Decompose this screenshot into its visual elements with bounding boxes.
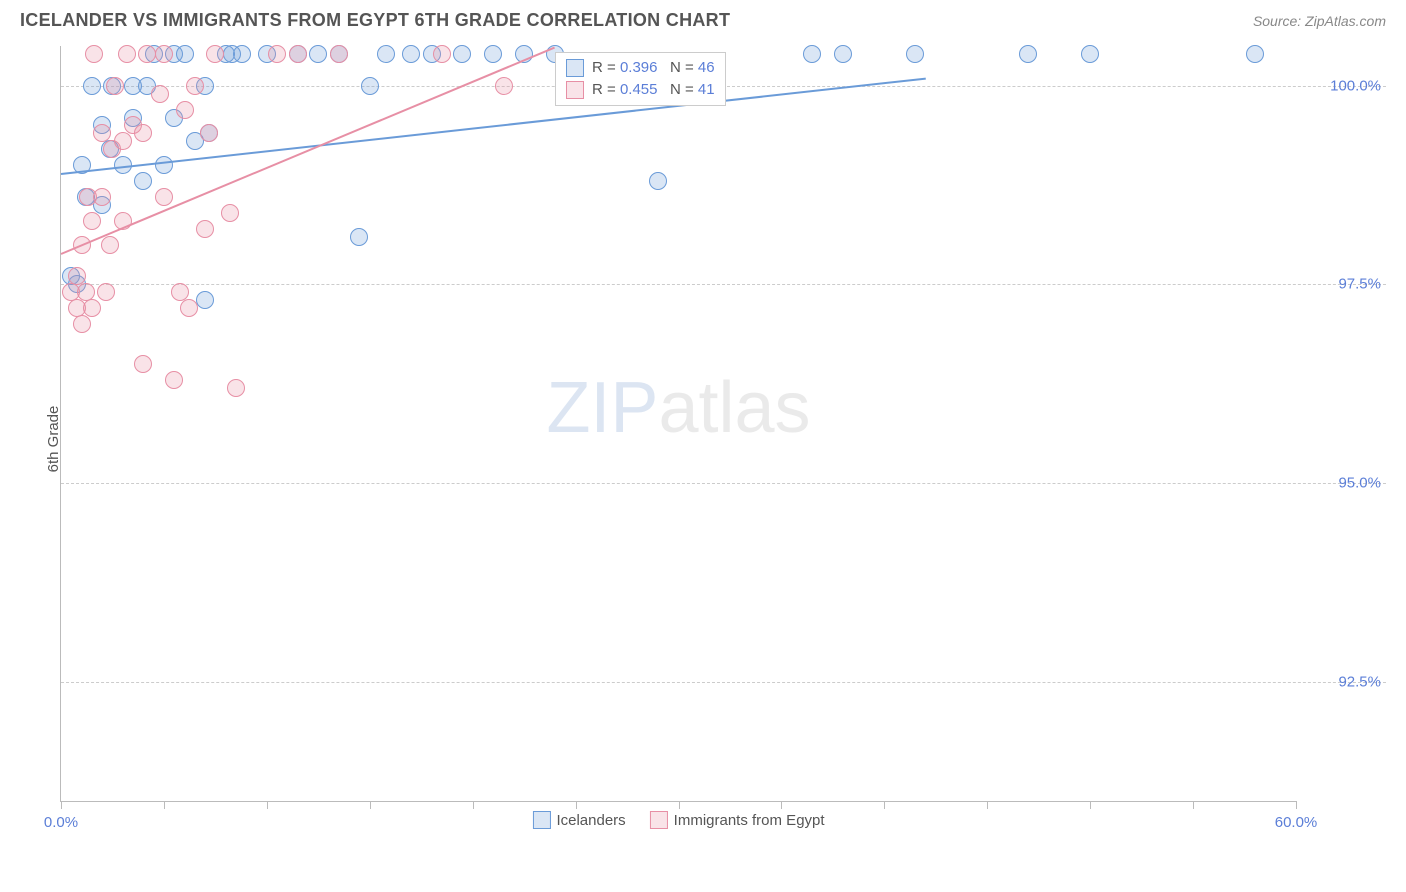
scatter-point <box>155 188 173 206</box>
y-tick-label: 97.5% <box>1338 276 1381 293</box>
scatter-point <box>377 45 395 63</box>
scatter-point <box>83 212 101 230</box>
legend-row: R = 0.455 N = 41 <box>566 79 715 101</box>
x-tick <box>576 801 577 809</box>
scatter-point <box>1081 45 1099 63</box>
legend-stats: R = 0.396 N = 46 <box>592 59 715 76</box>
x-tick <box>1193 801 1194 809</box>
plot-area: ZIPatlas 92.5%95.0%97.5%100.0%0.0%60.0%R… <box>60 46 1296 802</box>
y-gridline <box>61 284 1386 285</box>
scatter-point <box>227 379 245 397</box>
x-tick <box>987 801 988 809</box>
scatter-point <box>433 45 451 63</box>
watermark: ZIPatlas <box>546 367 810 449</box>
scatter-point <box>196 220 214 238</box>
series-legend: Icelanders Immigrants from Egypt <box>532 811 824 829</box>
chart-title: ICELANDER VS IMMIGRANTS FROM EGYPT 6TH G… <box>20 10 730 31</box>
x-tick <box>473 801 474 809</box>
correlation-legend: R = 0.396 N = 46 R = 0.455 N = 41 <box>555 52 726 106</box>
x-tick <box>370 801 371 809</box>
scatter-point <box>155 156 173 174</box>
scatter-point <box>495 77 513 95</box>
x-tick <box>781 801 782 809</box>
scatter-point <box>85 45 103 63</box>
x-tick-label: 60.0% <box>1275 814 1318 831</box>
scatter-point <box>114 132 132 150</box>
scatter-point <box>176 101 194 119</box>
legend-swatch <box>566 59 584 77</box>
scatter-point <box>134 355 152 373</box>
legend-item: Immigrants from Egypt <box>650 811 825 829</box>
legend-series-name: Immigrants from Egypt <box>674 812 825 829</box>
legend-swatch <box>650 811 668 829</box>
scatter-point <box>330 45 348 63</box>
scatter-point <box>93 124 111 142</box>
scatter-point <box>101 236 119 254</box>
y-gridline <box>61 483 1386 484</box>
x-tick <box>1090 801 1091 809</box>
scatter-point <box>176 45 194 63</box>
legend-swatch <box>566 81 584 99</box>
watermark-rest: atlas <box>658 368 810 448</box>
scatter-point <box>233 45 251 63</box>
scatter-point <box>118 45 136 63</box>
scatter-point <box>180 299 198 317</box>
x-tick <box>267 801 268 809</box>
scatter-point <box>138 45 156 63</box>
x-tick <box>1296 801 1297 809</box>
x-tick <box>679 801 680 809</box>
scatter-point <box>402 45 420 63</box>
watermark-bold: ZIP <box>546 368 658 448</box>
scatter-point <box>289 45 307 63</box>
scatter-point <box>93 188 111 206</box>
x-tick <box>61 801 62 809</box>
scatter-point <box>151 85 169 103</box>
scatter-point <box>453 45 471 63</box>
legend-series-name: Icelanders <box>556 812 625 829</box>
scatter-point <box>484 45 502 63</box>
scatter-point <box>196 291 214 309</box>
scatter-point <box>649 172 667 190</box>
scatter-point <box>73 315 91 333</box>
scatter-point <box>106 77 124 95</box>
x-tick <box>164 801 165 809</box>
scatter-point <box>350 228 368 246</box>
scatter-point <box>1246 45 1264 63</box>
y-tick-label: 95.0% <box>1338 475 1381 492</box>
legend-row: R = 0.396 N = 46 <box>566 57 715 79</box>
x-tick <box>884 801 885 809</box>
legend-item: Icelanders <box>532 811 625 829</box>
source-attribution: Source: ZipAtlas.com <box>1253 13 1386 29</box>
y-tick-label: 92.5% <box>1338 673 1381 690</box>
scatter-point <box>206 45 224 63</box>
scatter-point <box>309 45 327 63</box>
scatter-point <box>906 45 924 63</box>
scatter-point <box>834 45 852 63</box>
scatter-point <box>155 45 173 63</box>
scatter-point <box>200 124 218 142</box>
legend-swatch <box>532 811 550 829</box>
y-gridline <box>61 682 1386 683</box>
x-tick-label: 0.0% <box>44 814 78 831</box>
scatter-point <box>361 77 379 95</box>
scatter-point <box>134 172 152 190</box>
legend-stats: R = 0.455 N = 41 <box>592 81 715 98</box>
scatter-point <box>83 77 101 95</box>
scatter-point <box>83 299 101 317</box>
scatter-point <box>165 371 183 389</box>
scatter-point <box>134 124 152 142</box>
scatter-point <box>186 77 204 95</box>
chart-container: 6th Grade ZIPatlas 92.5%95.0%97.5%100.0%… <box>60 46 1386 832</box>
scatter-point <box>1019 45 1037 63</box>
y-tick-label: 100.0% <box>1330 77 1381 94</box>
scatter-point <box>97 283 115 301</box>
scatter-point <box>803 45 821 63</box>
scatter-point <box>221 204 239 222</box>
scatter-point <box>268 45 286 63</box>
